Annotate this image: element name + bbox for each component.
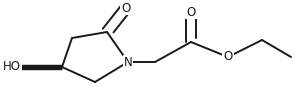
Text: O: O (121, 1, 131, 14)
Text: O: O (186, 6, 195, 19)
Text: N: N (124, 56, 132, 69)
Text: HO: HO (3, 61, 21, 74)
Text: O: O (224, 51, 233, 64)
